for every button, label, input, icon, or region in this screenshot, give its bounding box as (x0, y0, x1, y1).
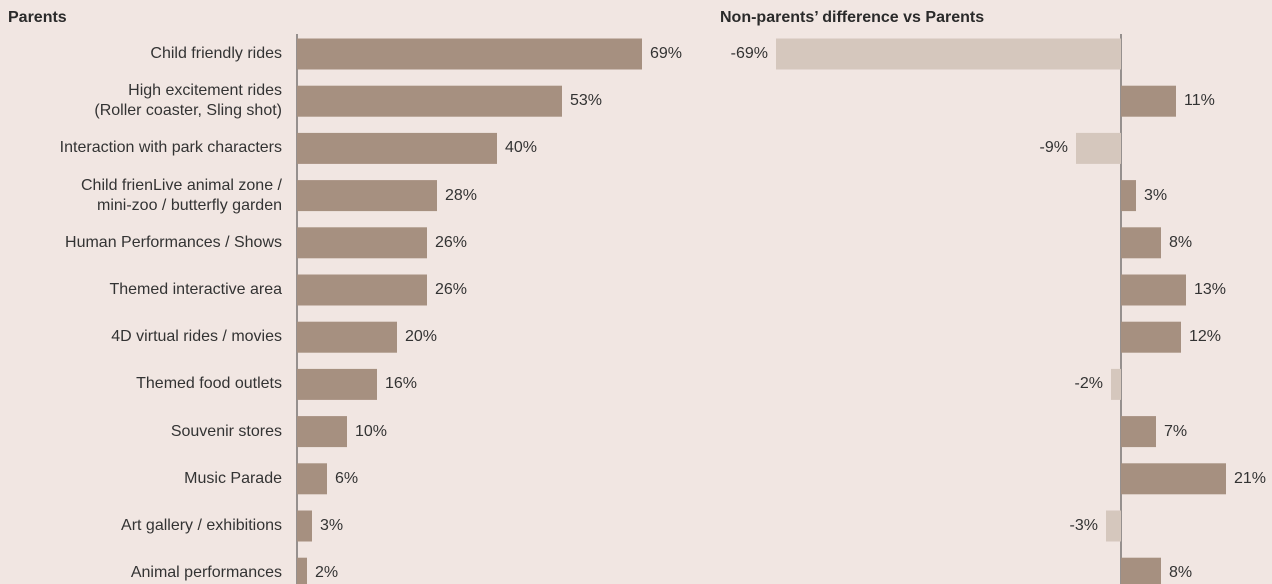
parents-value-label: 26% (435, 233, 468, 251)
parents-value-label: 28% (445, 186, 478, 204)
category-label: 4D virtual rides / movies (111, 328, 282, 346)
parents-bar (297, 227, 427, 259)
parents-bar (297, 274, 427, 306)
difference-value-label: 12% (1189, 328, 1222, 346)
difference-value-label: 13% (1194, 281, 1227, 298)
category-label: Music Parade (184, 469, 282, 487)
difference-value-label: -9% (1039, 139, 1068, 157)
difference-value-label: 21% (1234, 469, 1267, 487)
category-label: Animal performances (130, 564, 282, 582)
difference-value-label: -69% (730, 45, 768, 62)
parents-value-label: 10% (355, 422, 388, 440)
difference-bar (1076, 132, 1121, 164)
difference-value-label: 8% (1169, 233, 1193, 251)
parents-bar (297, 416, 347, 448)
difference-value-label: -2% (1074, 375, 1103, 393)
parents-bar (297, 463, 327, 495)
category-label: Themed interactive area (109, 281, 282, 298)
difference-value-label: 7% (1164, 422, 1188, 440)
difference-bar (1106, 510, 1121, 542)
parents-value-label: 40% (505, 139, 538, 157)
category-label: Themed food outlets (136, 375, 282, 393)
parents-bar (297, 38, 642, 70)
difference-value-label: -3% (1069, 517, 1098, 534)
difference-bar (1121, 274, 1186, 306)
difference-bar (1121, 463, 1226, 495)
difference-bar (776, 38, 1121, 70)
difference-bar (1121, 85, 1176, 117)
difference-bar (1121, 227, 1161, 259)
parents-value-label: 2% (315, 564, 339, 582)
parents-bar (297, 180, 437, 212)
category-label: Human Performances / Shows (65, 233, 282, 251)
category-label: Child friendly rides (150, 45, 282, 62)
difference-bar (1121, 321, 1181, 353)
category-label: Souvenir stores (170, 422, 282, 440)
category-label: Art gallery / exhibitions (121, 517, 282, 534)
difference-bar (1121, 416, 1156, 448)
parents-value-label: 20% (405, 328, 438, 346)
parents-bar (297, 132, 497, 164)
category-label: High excitement rides (Roller coaster, S… (94, 82, 282, 120)
parents-value-label: 3% (320, 517, 344, 534)
parents-value-label: 26% (435, 281, 468, 298)
difference-bar (1111, 368, 1121, 400)
category-label: Child frienLive animal zone / mini-zoo /… (81, 176, 282, 214)
difference-bar (1121, 557, 1161, 584)
parents-value-label: 6% (335, 469, 359, 487)
difference-bar (1121, 180, 1136, 212)
parents-bar (297, 368, 377, 400)
difference-value-label: 11% (1184, 92, 1215, 110)
parents-value-label: 69% (650, 45, 683, 62)
parents-bar (297, 557, 307, 584)
parents-value-label: 53% (570, 92, 603, 110)
difference-value-label: 3% (1144, 186, 1168, 204)
parents-value-label: 16% (385, 375, 418, 393)
left-panel-title: Parents (8, 9, 67, 26)
right-panel-title: Non-parents’ difference vs Parents (720, 9, 985, 26)
difference-value-label: 8% (1169, 564, 1193, 582)
parents-bar (297, 321, 397, 353)
parents-bar (297, 85, 562, 117)
category-label: Interaction with park characters (59, 139, 282, 157)
parents-bar (297, 510, 312, 542)
